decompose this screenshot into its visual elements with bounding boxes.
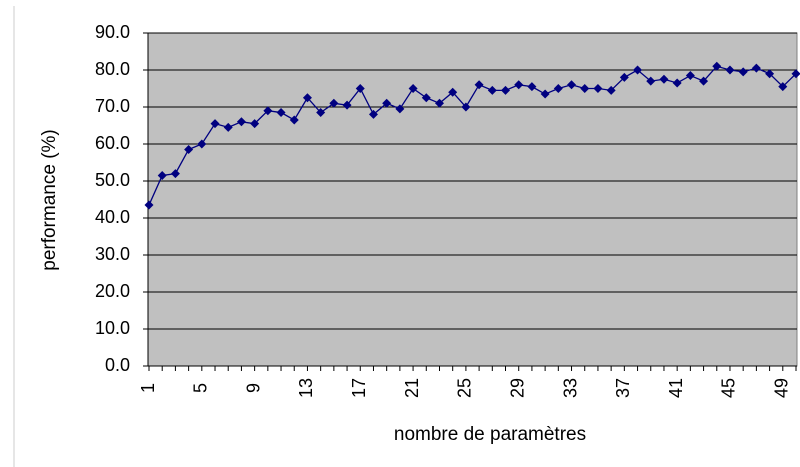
- y-tick-label: 80.0: [95, 59, 130, 79]
- data-point: [725, 65, 735, 75]
- data-point: [765, 69, 775, 79]
- data-point: [276, 108, 286, 118]
- data-point: [514, 80, 524, 90]
- y-tick-label: 30.0: [95, 244, 130, 264]
- x-tick-label: 41: [666, 378, 686, 398]
- data-point: [250, 119, 260, 129]
- data-point: [395, 104, 405, 114]
- data-point: [223, 122, 233, 132]
- data-point: [263, 106, 273, 116]
- data-point: [329, 98, 339, 108]
- x-tick-label: 29: [507, 378, 527, 398]
- data-point: [421, 93, 431, 103]
- y-tick-label: 20.0: [95, 281, 130, 301]
- data-point: [289, 115, 299, 125]
- x-axis-title: nombre de paramètres: [394, 424, 586, 445]
- data-point: [501, 85, 511, 95]
- x-tick-label: 13: [296, 378, 316, 398]
- data-point: [553, 84, 563, 93]
- data-point: [646, 76, 656, 86]
- x-tick-label: 9: [243, 383, 263, 393]
- x-tick-label: 33: [560, 378, 580, 398]
- data-point: [368, 109, 378, 119]
- data-point: [527, 82, 537, 92]
- x-tick-label: 45: [719, 378, 739, 398]
- data-point: [408, 84, 418, 93]
- data-point: [236, 117, 246, 127]
- x-tick-label: 21: [402, 378, 422, 398]
- y-tick-label: 40.0: [95, 207, 130, 227]
- data-point: [778, 82, 788, 92]
- x-tick-label: 17: [349, 378, 369, 398]
- data-point: [685, 71, 695, 81]
- data-point: [170, 169, 180, 179]
- y-tick-label: 50.0: [95, 170, 130, 190]
- data-point: [184, 145, 194, 155]
- data-point: [461, 102, 471, 112]
- data-point: [699, 76, 709, 86]
- data-point: [434, 98, 444, 108]
- data-point: [738, 67, 748, 77]
- y-tick-label: 10.0: [95, 318, 130, 338]
- data-point: [382, 98, 392, 108]
- plot-area: [147, 32, 798, 367]
- data-point: [712, 61, 722, 71]
- data-point: [302, 93, 312, 103]
- data-point: [487, 85, 497, 95]
- x-tick-label: 25: [455, 378, 475, 398]
- data-point: [672, 78, 682, 88]
- data-point: [316, 108, 326, 118]
- data-point: [619, 72, 629, 82]
- x-tick-label: 5: [191, 383, 211, 393]
- data-point: [474, 80, 484, 90]
- x-tick-label: 1: [138, 383, 158, 393]
- y-tick-label: 0.0: [105, 355, 130, 375]
- y-axis-title: performance (%): [39, 129, 60, 271]
- data-point: [448, 87, 458, 97]
- data-point: [355, 84, 365, 93]
- data-point: [751, 63, 761, 73]
- y-tick-label: 60.0: [95, 133, 130, 153]
- data-point: [144, 200, 154, 210]
- data-point: [791, 69, 800, 79]
- x-tick-label: 49: [772, 378, 792, 398]
- data-point: [157, 170, 167, 180]
- data-point: [580, 84, 590, 93]
- data-point: [540, 89, 550, 99]
- data-point: [633, 65, 643, 75]
- y-tick-label: 90.0: [95, 22, 130, 42]
- data-point: [659, 74, 669, 84]
- data-point: [197, 139, 207, 149]
- data-point: [210, 119, 220, 129]
- data-point: [606, 85, 616, 95]
- y-tick-label: 70.0: [95, 96, 130, 116]
- data-point: [567, 80, 577, 90]
- x-tick-label: 37: [613, 378, 633, 398]
- data-point: [342, 100, 352, 110]
- data-point: [593, 84, 603, 93]
